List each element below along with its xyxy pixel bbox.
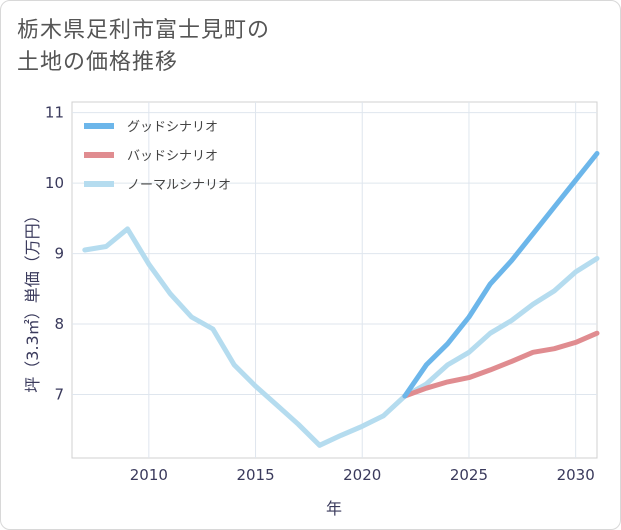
x-tick-label: 2025	[450, 466, 488, 484]
x-axis-label: 年	[326, 499, 342, 518]
series-line-2	[82, 226, 600, 448]
y-tick-label: 8	[54, 315, 64, 333]
chart-title-line1: 栃木県足利市富士見町の	[17, 18, 271, 43]
y-tick-label: 10	[45, 174, 64, 192]
y-tick-label: 11	[45, 104, 64, 122]
x-tick-label: 2010	[130, 466, 168, 484]
y-tick-label: 9	[54, 245, 64, 263]
x-axis-ticks: 2010 2015 2020 2025 2030	[130, 466, 595, 484]
x-tick-label: 2020	[343, 466, 381, 484]
legend-label: グッドシナリオ	[127, 120, 218, 135]
series-line-1	[402, 330, 600, 399]
y-axis-ticks: 7 8 9 10 11	[45, 104, 64, 404]
series-lines	[82, 151, 600, 448]
legend-label: ノーマルシナリオ	[127, 178, 231, 193]
legend-label: バッドシナリオ	[127, 149, 218, 164]
y-axis-label: 坪（3.3㎡）単価（万円）	[23, 207, 42, 392]
x-tick-label: 2015	[236, 466, 274, 484]
chart-title-line2: 土地の価格推移	[17, 50, 179, 75]
series-line-0	[402, 151, 600, 399]
y-tick-label: 7	[54, 386, 64, 404]
chart-title: 栃木県足利市富士見町の 土地の価格推移	[17, 15, 437, 79]
x-tick-label: 2030	[557, 466, 595, 484]
